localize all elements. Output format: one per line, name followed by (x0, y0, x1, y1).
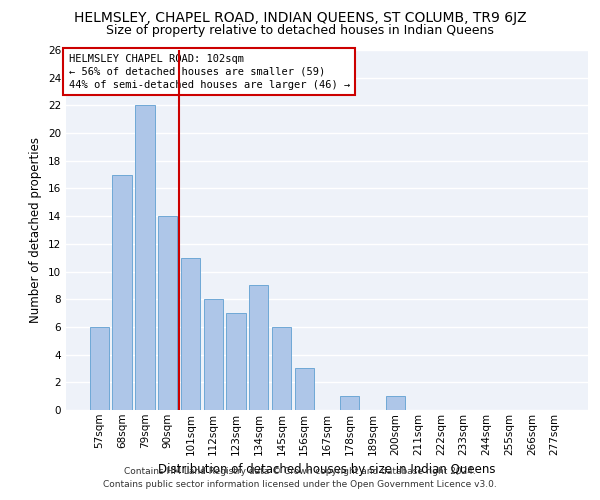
Bar (203, 299, 223, 410)
Bar (135, 106, 155, 410)
Bar (90, 327, 109, 410)
Bar (181, 258, 200, 410)
Text: HELMSLEY, CHAPEL ROAD, INDIAN QUEENS, ST COLUMB, TR9 6JZ: HELMSLEY, CHAPEL ROAD, INDIAN QUEENS, ST… (74, 11, 526, 25)
Bar (158, 216, 178, 410)
Bar (249, 286, 268, 410)
Y-axis label: Number of detached properties: Number of detached properties (29, 137, 43, 323)
Bar (272, 327, 291, 410)
Bar (340, 396, 359, 410)
Bar (112, 174, 132, 410)
Text: Size of property relative to detached houses in Indian Queens: Size of property relative to detached ho… (106, 24, 494, 37)
Bar (295, 368, 314, 410)
X-axis label: Distribution of detached houses by size in Indian Queens: Distribution of detached houses by size … (158, 463, 496, 476)
Bar (386, 396, 405, 410)
Text: Contains HM Land Registry data © Crown copyright and database right 2024.
Contai: Contains HM Land Registry data © Crown c… (103, 468, 497, 489)
Bar (226, 313, 245, 410)
Text: HELMSLEY CHAPEL ROAD: 102sqm
← 56% of detached houses are smaller (59)
44% of se: HELMSLEY CHAPEL ROAD: 102sqm ← 56% of de… (68, 54, 350, 90)
